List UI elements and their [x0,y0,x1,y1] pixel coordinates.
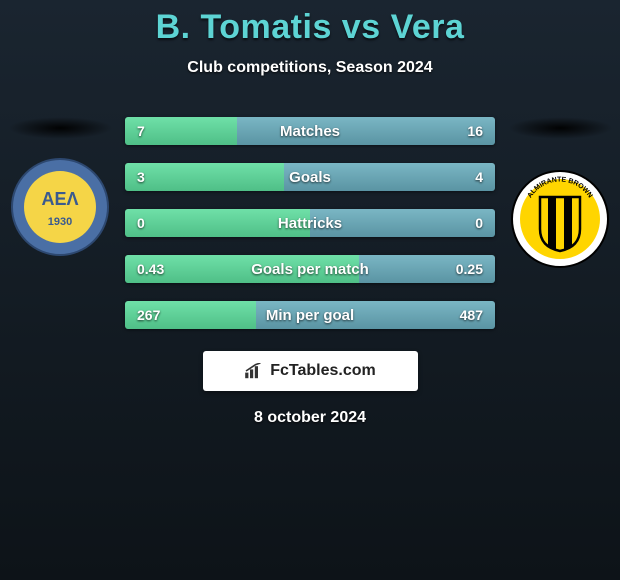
subtitle: Club competitions, Season 2024 [0,59,620,77]
stat-row: 267 Min per goal 487 [125,301,495,329]
stat-left-value: 3 [137,169,145,185]
player-shadow-right [508,117,613,139]
right-team-column: ALMIRANTE BROWN [500,117,620,269]
right-team-badge: ALMIRANTE BROWN [510,169,610,269]
stat-label: Hattricks [278,215,342,232]
stat-left-value: 267 [137,307,160,323]
stat-label: Goals per match [251,261,369,278]
stats-container: 7 Matches 16 3 Goals 4 0 Hattricks 0 0.43 Goals pe… [125,117,495,329]
page-title: B. Tomatis vs Vera [0,0,620,47]
brand-chart-icon [244,363,264,379]
stat-left-value: 0.43 [137,261,164,277]
stat-label: Goals [289,169,331,186]
stat-row: 0.43 Goals per match 0.25 [125,255,495,283]
left-team-column: AEΛ 1930 [0,117,120,257]
stat-right-value: 0.25 [456,261,483,277]
content-area: AEΛ 1930 [0,117,620,329]
stat-right-value: 487 [460,307,483,323]
stat-right-value: 0 [475,215,483,231]
stat-row: 7 Matches 16 [125,117,495,145]
player-shadow-left [8,117,113,139]
svg-text:1930: 1930 [48,216,72,228]
stat-row: 0 Hattricks 0 [125,209,495,237]
stat-right-value: 4 [475,169,483,185]
brand-box[interactable]: FcTables.com [203,351,418,391]
svg-text:AEΛ: AEΛ [41,189,78,209]
stat-label: Min per goal [266,307,354,324]
stat-left-value: 0 [137,215,145,231]
stat-left-value: 7 [137,123,145,139]
stat-row: 3 Goals 4 [125,163,495,191]
left-team-badge: AEΛ 1930 [10,157,110,257]
date-line: 8 october 2024 [0,409,620,427]
brand-label: FcTables.com [270,362,376,380]
stat-right-value: 16 [467,123,483,139]
stat-label: Matches [280,123,340,140]
